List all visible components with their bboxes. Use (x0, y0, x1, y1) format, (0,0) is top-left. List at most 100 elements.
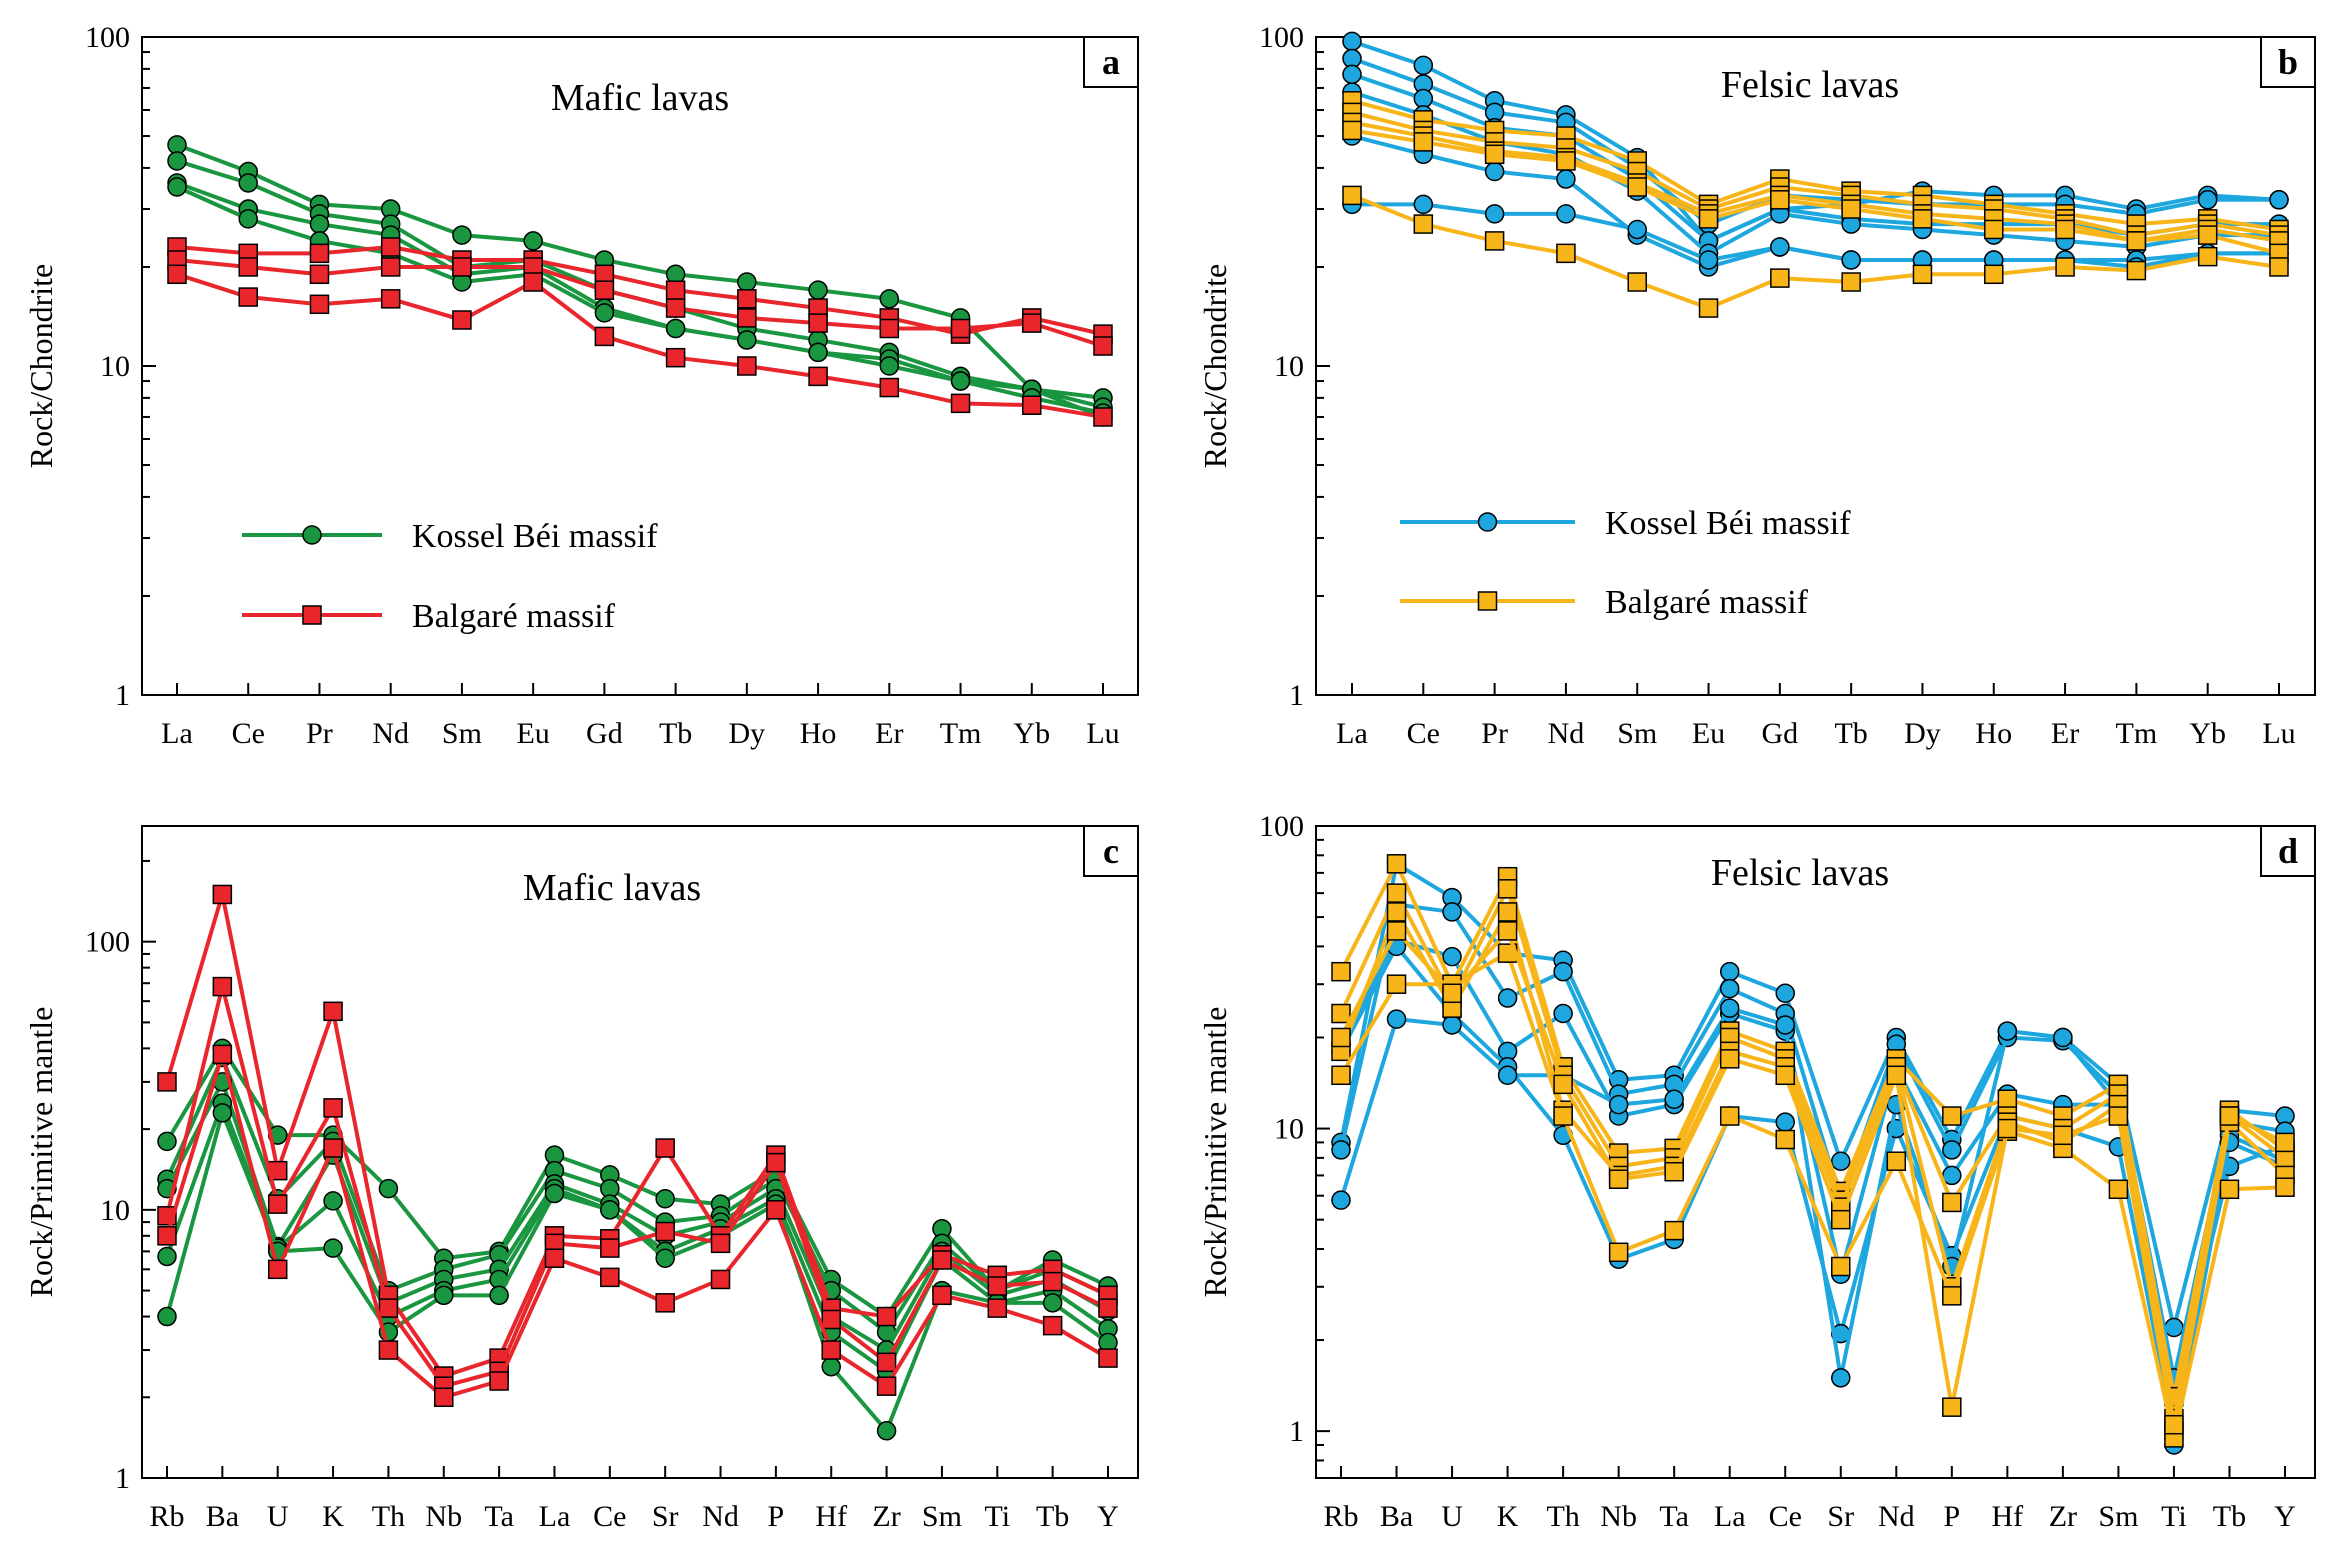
data-point (879, 377, 900, 398)
data-point (1608, 1094, 1629, 1115)
data-point (1664, 1220, 1684, 1241)
legend-marker (302, 525, 322, 545)
series-line (1351, 128, 2280, 256)
data-point (1831, 1151, 1851, 1171)
x-tick-label: Hf (1992, 1500, 2024, 1533)
x-tick-label: Gd (1762, 717, 1799, 750)
data-point (238, 173, 258, 193)
data-point (1997, 1021, 2018, 1041)
data-point (544, 1248, 565, 1268)
data-point (737, 356, 757, 376)
data-point (1698, 209, 1719, 229)
data-point (1093, 336, 1113, 356)
series-line (165, 1052, 1110, 1400)
x-tick-label: La (539, 1500, 571, 1533)
data-point (309, 214, 330, 234)
data-point (1831, 1256, 1851, 1277)
data-point (2055, 219, 2075, 240)
data-point (323, 1001, 343, 1022)
data-point (1442, 983, 1462, 1004)
data-point (1997, 1118, 2018, 1139)
data-point (2197, 225, 2218, 245)
chart-title: Mafic lavas (551, 77, 729, 119)
x-tick-label: Th (372, 1500, 405, 1533)
data-point (1775, 1112, 1795, 1132)
data-point (1342, 120, 1362, 141)
data-point (1831, 1209, 1851, 1230)
y-tick-label: 10 (1274, 1113, 1304, 1146)
data-point (876, 1376, 897, 1396)
data-point (1386, 854, 1407, 874)
panel-c: 1 10 100 Rock/Primitive mantle Rb Ba U K Th Nb Ta L… (23, 825, 1139, 1533)
series-group (1331, 854, 2295, 1455)
x-axis: La Ce Pr Nd Sm Eu Gd Tb Dy Ho Er Tm Yb Lu (161, 683, 1120, 750)
chart-title: Felsic lavas (1721, 64, 1899, 106)
data-point (167, 135, 187, 155)
data-point (1331, 1190, 1351, 1210)
data-point (2126, 260, 2147, 281)
legend-marker (302, 605, 322, 625)
data-point (1497, 988, 1518, 1008)
x-tick-label: Sm (442, 717, 482, 750)
y-tick-label: 100 (85, 21, 130, 54)
data-point (1342, 31, 1362, 52)
data-point (309, 264, 330, 285)
data-point (655, 1221, 675, 1242)
data-point (157, 1306, 177, 1327)
legend: Kossel Béi massif Balgaré massif (242, 518, 658, 635)
data-point (238, 287, 258, 307)
data-point (2219, 1106, 2240, 1126)
data-point (1698, 250, 1719, 270)
data-point (876, 1421, 897, 1441)
x-tick-label: Nb (425, 1500, 462, 1533)
data-point (655, 1188, 675, 1209)
data-point (1719, 998, 1740, 1018)
x-tick-label: P (768, 1500, 785, 1533)
series-line (176, 272, 1104, 419)
x-tick-label: Lu (2262, 717, 2295, 750)
data-point (1664, 1161, 1684, 1182)
data-point (1413, 194, 1434, 215)
data-point (1484, 231, 1505, 251)
data-point (2197, 246, 2218, 267)
y-axis-label: Rock/Chondrite (1197, 264, 1233, 468)
data-point (2108, 1106, 2129, 1126)
data-point (1442, 946, 1462, 967)
series-yellow (1342, 185, 2289, 318)
series-yellow (1342, 120, 2289, 264)
data-point (1984, 219, 2004, 240)
series-yellow (1331, 902, 2295, 1441)
data-point (1331, 1027, 1351, 1048)
x-tick-label: Tb (1036, 1500, 1069, 1533)
data-point (1627, 177, 1647, 197)
data-point (821, 1356, 841, 1377)
x-tick-label: Th (1546, 1500, 1579, 1533)
data-point (1556, 204, 1576, 224)
data-point (1331, 1065, 1351, 1086)
panel-badge-label: c (1103, 831, 1119, 871)
series-line (1352, 202, 2279, 269)
y-axis-label: Rock/Primitive mantle (23, 1007, 59, 1298)
plot-frame (1315, 825, 2316, 1479)
data-point (309, 243, 330, 264)
data-point (950, 393, 971, 414)
y-tick-label: 100 (1259, 810, 1304, 843)
legend-marker (1477, 512, 1498, 532)
series-line (176, 143, 1104, 419)
y-axis: 1 10 100 (85, 21, 156, 712)
x-tick-label: Sm (1617, 717, 1657, 750)
data-point (1719, 1049, 1740, 1069)
data-point (600, 1267, 620, 1288)
data-point (1022, 313, 1042, 333)
data-point (323, 1191, 343, 1211)
y-axis: 1 10 100 (1259, 810, 1330, 1479)
data-point (1942, 1165, 1962, 1186)
data-point (452, 310, 472, 330)
data-point (2197, 190, 2218, 210)
data-point (1342, 185, 1362, 206)
x-tick-label: Tm (940, 717, 982, 750)
data-point (1719, 978, 1740, 999)
data-point (1042, 1271, 1063, 1292)
x-tick-label: Ti (984, 1500, 1010, 1533)
data-point (452, 257, 472, 277)
